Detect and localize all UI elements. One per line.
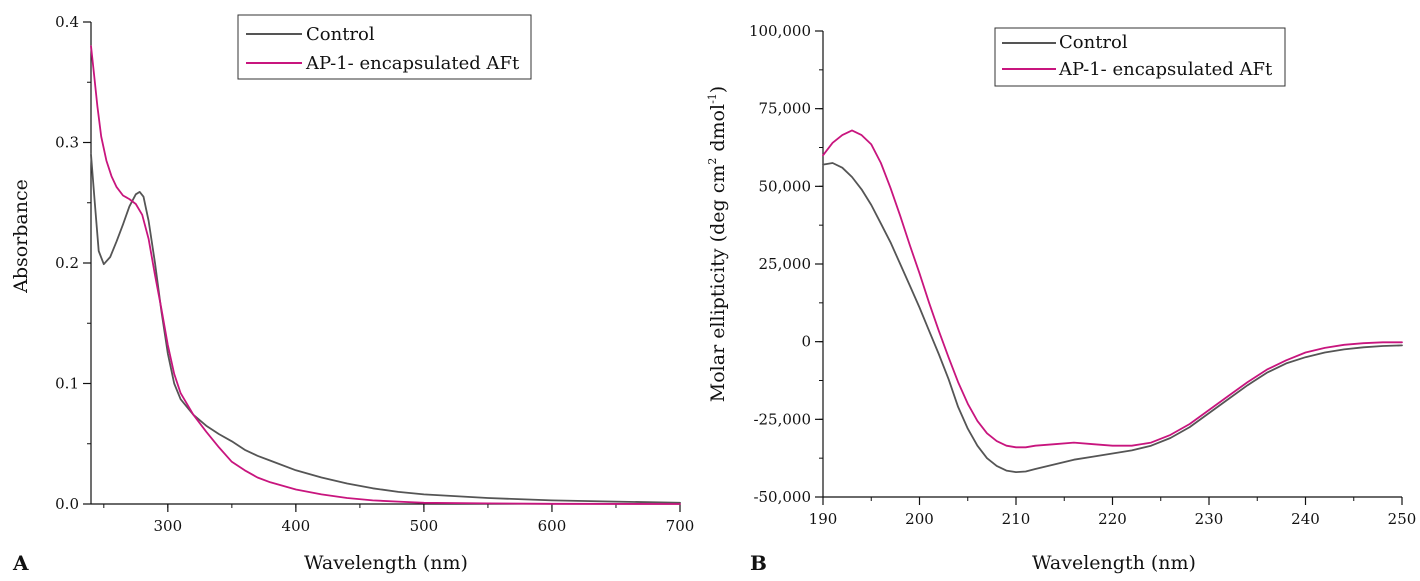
panel-b-plot-area: 190 200 210 220 230 240 250 -50,000 -25,000 0 25,0… (749, 22, 1416, 528)
panel-a-y-tick-label: 0.1 (55, 375, 79, 393)
panel-a-x-tick-label: 600 (538, 517, 567, 535)
panel-a-x-tick-label: 700 (666, 517, 695, 535)
panel-b-x-axis-title: Wavelength (nm) (1032, 552, 1196, 574)
panel-b-y-tick-label: -25,000 (753, 410, 811, 428)
panel-a-x-tick-label: 300 (154, 517, 183, 535)
panel-b-x-tick-label: 210 (1002, 510, 1031, 528)
panel-b-y-axis-title: Molar ellipticity (deg cm2 dmol-1) (706, 86, 729, 402)
panel-b-x-tick-label: 200 (905, 510, 934, 528)
panel-b-legend-label-encapsulated: AP-1- encapsulated AFt (1058, 59, 1273, 80)
panel-b-x-tick-label: 190 (809, 510, 838, 528)
panel-b-x-tick-label: 220 (1098, 510, 1127, 528)
panel-b-series-line-control (822, 162, 1403, 474)
panel-a-legend-label-control: Control (306, 24, 375, 45)
panel-b-x-tick-label: 230 (1195, 510, 1224, 528)
panel-b-y-tick-label: 50,000 (759, 177, 812, 195)
panel-b-y-tick-label: 25,000 (759, 255, 812, 273)
panel-a-series-line-control (90, 153, 681, 504)
panel-a-series-line-encapsulated (90, 45, 681, 505)
panel-a-x-tick-label: 500 (410, 517, 439, 535)
panel-b-y-tick-label: 100,000 (749, 22, 811, 40)
panel-a-plot-area: 300 400 500 600 700 0.0 0.1 0.2 0.3 0.4 (55, 13, 694, 535)
panel-b-chart: 190 200 210 220 230 240 250 -50,000 -25,000 0 25,0… (706, 22, 1416, 575)
panel-b-label: B (750, 551, 767, 575)
panel-b-x-tick-label: 250 (1388, 510, 1417, 528)
panel-b-y-title-part1: Molar ellipticity (deg cm (707, 165, 729, 403)
panel-a-legend: Control AP-1- encapsulated AFt (237, 14, 532, 80)
panel-b-y-title-part2: dmol (707, 104, 729, 158)
panel-a-chart: 300 400 500 600 700 0.0 0.1 0.2 0.3 0.4 Wavelengt… (10, 13, 694, 575)
panel-a-x-tick-label: 400 (282, 517, 311, 535)
panel-a-legend-box (237, 14, 532, 80)
panel-a-y-axis-title: Absorbance (10, 179, 32, 294)
panel-a-y-tick-label: 0.0 (55, 495, 79, 513)
panel-b-y-title-sup1: 2 (706, 158, 719, 165)
panel-a-y-tick-label: 0.4 (55, 13, 79, 31)
panel-a-y-tick-label: 0.2 (55, 254, 79, 272)
panel-a-y-tick-label: 0.3 (55, 134, 79, 152)
panel-b-y-tick-label: 75,000 (759, 100, 812, 118)
panel-b-legend-box (994, 27, 1286, 87)
panel-b-legend-label-control: Control (1059, 32, 1128, 53)
panel-a-legend-label-encapsulated: AP-1- encapsulated AFt (305, 53, 520, 74)
panel-b-legend: Control AP-1- encapsulated AFt (994, 27, 1286, 87)
panel-a-x-axis-title: Wavelength (nm) (304, 552, 468, 574)
panel-b-y-tick-label: 0 (801, 333, 811, 351)
panel-b-y-title-sup2: -1 (706, 93, 719, 104)
panel-b-x-tick-label: 240 (1291, 510, 1320, 528)
panel-b-y-title-part3: ) (707, 86, 729, 93)
panel-b-y-tick-label: -50,000 (753, 488, 811, 506)
panel-a-label: A (12, 551, 29, 575)
panel-b-series-line-encapsulated (822, 129, 1403, 449)
